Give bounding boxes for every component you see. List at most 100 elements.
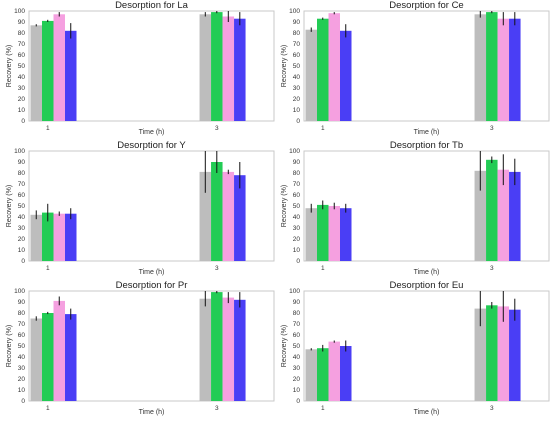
x-tick-label: 1 <box>321 405 325 412</box>
bar <box>199 14 212 121</box>
y-tick-label: 20 <box>293 376 301 383</box>
y-tick-label: 20 <box>293 96 301 103</box>
bar <box>486 159 498 261</box>
y-axis-label: Recovery (%) <box>281 325 288 367</box>
chart-title: Desorption for Ce <box>389 0 463 11</box>
bar <box>65 30 77 121</box>
y-tick-label: 70 <box>18 181 26 188</box>
y-tick-label: 10 <box>293 107 301 114</box>
bar <box>30 25 42 121</box>
y-tick-label: 50 <box>293 63 301 70</box>
bar <box>317 204 329 261</box>
chart-title: Desorption for Tb <box>390 140 463 151</box>
y-tick-label: 30 <box>293 225 301 232</box>
y-tick-label: 40 <box>293 214 301 221</box>
x-tick-label: 1 <box>46 405 50 412</box>
y-tick-label: 20 <box>18 236 26 243</box>
bar <box>317 18 329 122</box>
bar <box>222 171 235 261</box>
x-tick-label: 3 <box>490 125 494 132</box>
y-tick-label: 90 <box>18 19 26 26</box>
y-axis-label: Recovery (%) <box>281 45 288 87</box>
y-tick-label: 100 <box>289 8 300 15</box>
y-tick-label: 50 <box>18 203 26 210</box>
y-tick-label: 60 <box>293 52 301 59</box>
y-axis-label: Recovery (%) <box>6 185 13 227</box>
bar <box>234 18 246 122</box>
bar <box>328 206 340 261</box>
x-tick-label: 1 <box>321 265 325 272</box>
x-axis-label: Time (h) <box>414 129 440 136</box>
bar <box>42 212 54 261</box>
y-tick-label: 90 <box>18 159 26 166</box>
bar <box>305 29 317 122</box>
y-tick-label: 20 <box>293 236 301 243</box>
bar <box>340 346 352 401</box>
y-tick-label: 100 <box>14 288 25 295</box>
chart-title: Desorption for Pr <box>116 280 188 291</box>
y-tick-label: 10 <box>18 387 26 394</box>
y-tick-label: 70 <box>18 41 26 48</box>
y-tick-label: 30 <box>18 365 26 372</box>
bar <box>234 299 246 401</box>
y-tick-label: 0 <box>21 398 25 405</box>
bar <box>211 162 223 261</box>
y-tick-label: 50 <box>18 63 26 70</box>
y-tick-label: 70 <box>293 41 301 48</box>
y-tick-label: 80 <box>18 170 26 177</box>
x-axis-label: Time (h) <box>139 129 165 136</box>
y-tick-label: 60 <box>18 52 26 59</box>
x-tick-label: 3 <box>490 405 494 412</box>
y-tick-label: 10 <box>18 107 26 114</box>
bar <box>328 341 340 401</box>
y-axis-label: Recovery (%) <box>6 325 13 367</box>
chart-title: Desorption for La <box>115 0 189 11</box>
y-tick-label: 0 <box>21 258 25 265</box>
x-axis-label: Time (h) <box>414 409 440 416</box>
bar <box>305 349 317 401</box>
bar <box>211 292 223 401</box>
y-tick-label: 80 <box>293 310 301 317</box>
bar <box>486 305 498 401</box>
x-axis-label: Time (h) <box>139 409 165 416</box>
x-axis-label: Time (h) <box>414 269 440 276</box>
y-tick-label: 90 <box>293 159 301 166</box>
x-tick-label: 3 <box>215 405 219 412</box>
bar <box>340 208 352 261</box>
y-tick-label: 50 <box>293 203 301 210</box>
bar <box>30 318 42 401</box>
bar <box>509 309 521 401</box>
chart-title: Desorption for Eu <box>390 280 464 291</box>
y-tick-label: 80 <box>18 310 26 317</box>
bar <box>42 313 54 401</box>
bar <box>474 170 487 261</box>
y-tick-label: 20 <box>18 376 26 383</box>
bar <box>474 308 487 401</box>
bar <box>497 18 510 122</box>
y-tick-label: 0 <box>296 398 300 405</box>
bar <box>305 208 317 261</box>
x-axis-label: Time (h) <box>139 269 165 276</box>
y-tick-label: 10 <box>18 247 26 254</box>
bar <box>65 213 77 261</box>
y-tick-label: 40 <box>18 354 26 361</box>
y-tick-label: 100 <box>14 8 25 15</box>
bar <box>509 18 521 122</box>
y-tick-label: 30 <box>18 225 26 232</box>
bar <box>509 171 521 261</box>
y-tick-label: 50 <box>293 343 301 350</box>
y-tick-label: 70 <box>18 321 26 328</box>
bar <box>30 214 42 261</box>
y-axis-label: Recovery (%) <box>281 185 288 227</box>
bar <box>474 14 487 121</box>
bar <box>317 348 329 401</box>
y-tick-label: 70 <box>293 181 301 188</box>
y-tick-label: 30 <box>293 365 301 372</box>
bar <box>199 171 212 261</box>
bar <box>497 169 510 261</box>
x-tick-label: 3 <box>215 265 219 272</box>
bar <box>199 298 212 401</box>
bar <box>53 300 65 401</box>
y-tick-label: 40 <box>293 74 301 81</box>
bar <box>340 30 352 121</box>
